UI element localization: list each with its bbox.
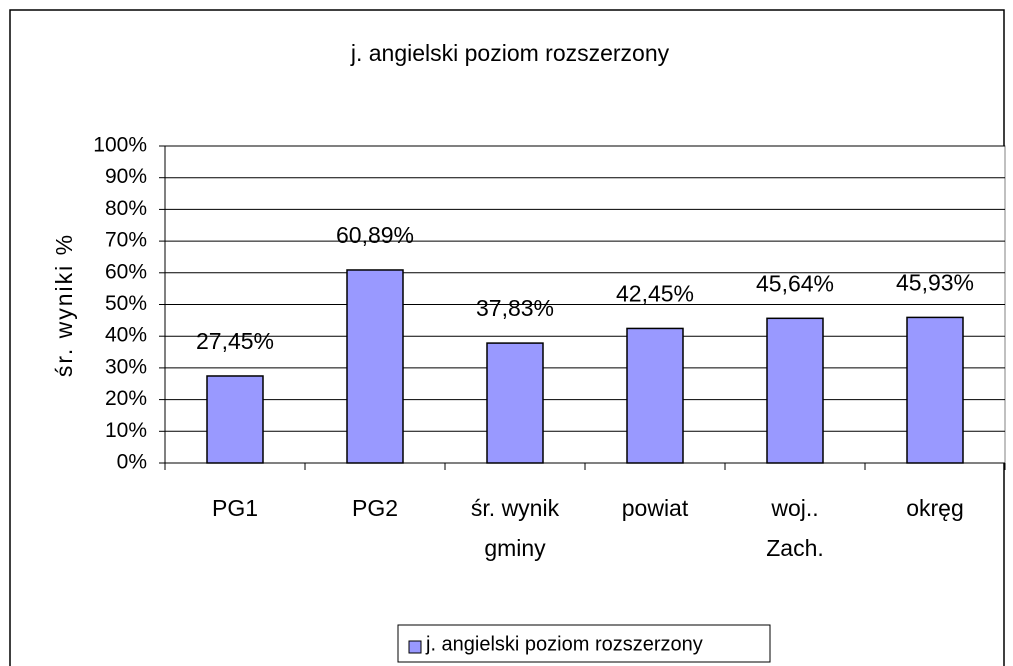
x-tick-label: okręg — [906, 495, 964, 521]
y-tick-label: 70% — [105, 229, 147, 252]
y-axis-label: śr. wyniki % — [51, 233, 77, 377]
bar — [486, 342, 544, 464]
y-tick-label: 10% — [105, 419, 147, 442]
y-tick-label: 30% — [105, 355, 147, 378]
y-tick-label: 20% — [105, 387, 147, 410]
data-label: 42,45% — [616, 281, 694, 307]
y-tick-label: 80% — [105, 197, 147, 220]
y-tick-label: 100% — [93, 134, 147, 157]
data-label: 37,83% — [476, 295, 554, 321]
data-label: 60,89% — [336, 222, 414, 248]
legend-label: j. angielski poziom rozszerzony — [425, 633, 703, 655]
bar — [206, 375, 264, 464]
bar — [626, 327, 684, 464]
legend-box — [397, 624, 771, 663]
chart-title: j. angielski poziom rozszerzony — [350, 40, 670, 66]
y-tick-label: 0% — [117, 451, 147, 474]
x-tick-label: PG1 — [212, 495, 258, 521]
x-tick-label: śr. wynik gminy — [471, 495, 560, 561]
bar — [906, 316, 964, 464]
bar — [346, 269, 404, 464]
x-tick-label: woj.. Zach. — [766, 495, 824, 561]
data-label: 27,45% — [196, 328, 274, 354]
y-tick-label: 60% — [105, 260, 147, 283]
y-tick-label: 50% — [105, 292, 147, 315]
x-tick-label: PG2 — [352, 495, 398, 521]
legend-swatch — [408, 640, 422, 654]
x-tick-label: powiat — [622, 495, 689, 521]
bar — [766, 317, 824, 464]
y-tick-label: 40% — [105, 324, 147, 347]
data-label: 45,93% — [896, 269, 974, 295]
data-label: 45,64% — [756, 270, 834, 296]
y-tick-label: 90% — [105, 165, 147, 188]
